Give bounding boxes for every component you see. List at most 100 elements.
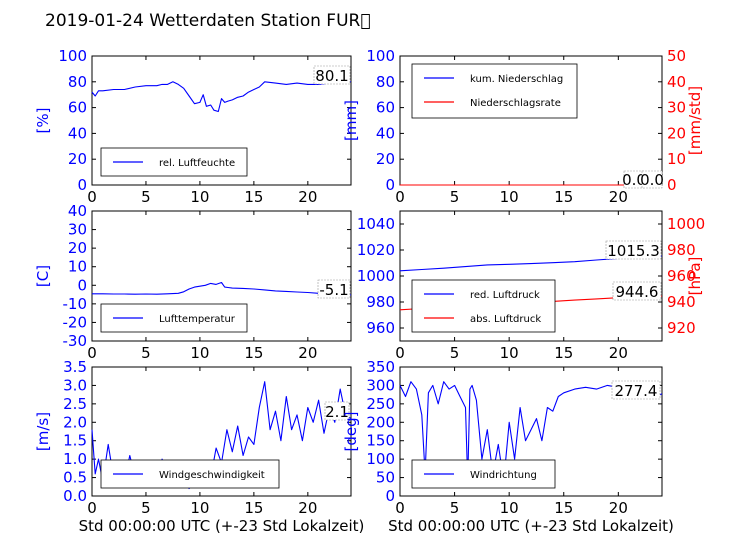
y-tick-label: 350 — [366, 358, 395, 376]
y-right-tick-label: 30 — [667, 99, 686, 117]
x-tick-label: 10 — [500, 344, 519, 362]
legend: red. Luftdruck abs. Luftdruck — [411, 279, 556, 333]
x-tick-label: 15 — [244, 188, 263, 206]
panel-humidity: 0 5 10 15 20 0 20 40 60 80 100 [%] rel. Luftfeuchte 8… — [34, 47, 352, 206]
y-tick-label: 0 — [77, 276, 87, 294]
legend-label: rel. Luftfeuchte — [159, 158, 235, 169]
x-tick-label: 20 — [298, 344, 317, 362]
x-tick-label: 15 — [244, 499, 263, 517]
y-tick-label: 20 — [68, 150, 87, 168]
plot-frame — [399, 366, 663, 497]
y-tick-label: -10 — [63, 295, 88, 313]
x-tick-label: 0 — [395, 499, 405, 517]
y-tick-label: 3.5 — [63, 358, 87, 376]
y-tick-label: 40 — [376, 124, 395, 142]
x-tick-label: 0 — [395, 344, 405, 362]
legend-box — [411, 279, 556, 333]
y-axis-label: [deg] — [342, 412, 360, 452]
legend: Lufttemperatur — [100, 303, 248, 333]
x-tick-label: 5 — [450, 344, 460, 362]
x-tick-label: 20 — [609, 188, 628, 206]
series-line-humidity-0 — [91, 81, 352, 113]
x-tick-label: 0 — [395, 188, 405, 206]
x-tick-label: 0 — [87, 499, 97, 517]
x-tick-label: 10 — [190, 344, 209, 362]
y-tick-label: 1.0 — [63, 450, 87, 468]
x-tick-label: 15 — [554, 499, 573, 517]
y-axis-label: [%] — [34, 108, 52, 134]
value-badge-box — [317, 279, 351, 299]
y-tick-label: 30 — [68, 221, 87, 239]
y-right-tick-label: 20 — [667, 124, 686, 142]
y-right-tick-label: 940 — [667, 293, 696, 311]
x-tick-label: 20 — [609, 344, 628, 362]
x-tick-label: 10 — [500, 499, 519, 517]
legend: kum. Niederschlag Niederschlagsrate — [411, 63, 578, 119]
y-tick-label: 3.0 — [63, 376, 87, 394]
x-tick-label: 20 — [298, 188, 317, 206]
y-right-tick-label: 1000 — [667, 215, 705, 233]
y-right-axis-label: [hPa] — [686, 257, 704, 296]
y-tick-label: 2.5 — [63, 395, 87, 413]
y-right-tick-label: 960 — [667, 267, 696, 285]
y-right-tick-label: 10 — [667, 150, 686, 168]
panel-precipitation: 0 5 10 15 20 0 20 40 60 80 100 0 10 20 30 40 50 [mm] [mm/s… — [342, 47, 704, 206]
value-badge: 944.6 — [616, 283, 659, 301]
y-tick-label: 60 — [376, 99, 395, 117]
y-tick-label: 0.0 — [63, 487, 87, 505]
x-axis-label: Std 00:00:00 UTC (+-23 Std Lokalzeit) — [388, 517, 674, 535]
y-tick-label: 0 — [385, 487, 395, 505]
y-tick-label: 1020 — [357, 241, 395, 259]
y-tick-label: 980 — [366, 293, 395, 311]
x-tick-label: 20 — [298, 499, 317, 517]
x-tick-label: 10 — [500, 188, 519, 206]
y-tick-label: 80 — [68, 73, 87, 91]
y-tick-label: 150 — [366, 432, 395, 450]
legend: rel. Luftfeuchte — [100, 147, 248, 177]
x-tick-label: 0 — [87, 344, 97, 362]
value-badge-box — [324, 401, 350, 421]
value-badge-box — [611, 380, 661, 400]
y-right-tick-label: 40 — [667, 73, 686, 91]
y-axis-label: [m/s] — [34, 412, 52, 451]
y-tick-label: -30 — [63, 332, 88, 350]
y-tick-label: 1040 — [357, 215, 395, 233]
legend-label: abs. Luftdruck — [470, 314, 541, 325]
y-tick-label: 100 — [366, 47, 395, 65]
x-tick-label: 0 — [87, 188, 97, 206]
value-badge: 1015.3 — [607, 242, 660, 260]
y-right-tick-label: 980 — [667, 241, 696, 259]
legend: Windrichtung — [411, 459, 556, 489]
value-badge-box — [605, 240, 662, 260]
panel-windspeed: 0 5 10 15 20 0.00.51.01.52.02.53.03.5 [m/s] Std… — [34, 358, 364, 535]
y-tick-label: 300 — [366, 376, 395, 394]
y-tick-label: 1000 — [357, 267, 395, 285]
x-tick-label: 5 — [450, 499, 460, 517]
y-right-tick-label: 50 — [667, 47, 686, 65]
value-badge: 0.0 — [622, 171, 646, 189]
y-tick-label: 100 — [58, 47, 87, 65]
value-badge: 2.1 — [325, 403, 349, 421]
plot-frame — [91, 210, 352, 342]
legend-label: red. Luftdruck — [470, 290, 540, 301]
legend-label: Windrichtung — [470, 470, 537, 481]
y-tick-label: 40 — [68, 124, 87, 142]
value-badge: -5.1 — [319, 281, 348, 299]
x-tick-label: 5 — [450, 188, 460, 206]
legend-box — [411, 63, 578, 119]
x-tick-label: 5 — [141, 344, 151, 362]
x-tick-label: 10 — [190, 188, 209, 206]
value-badge: 80.1 — [315, 67, 348, 85]
figure-title: 2019-01-24 Wetterdaten Station FUR  — [45, 11, 371, 31]
y-right-tick-label: 0 — [667, 176, 677, 194]
y-tick-label: 20 — [68, 239, 87, 257]
x-tick-label: 20 — [609, 499, 628, 517]
value-badge: 0.0 — [640, 171, 664, 189]
legend-label: Niederschlagsrate — [470, 98, 561, 109]
legend: Windgeschwindigkeit — [100, 459, 280, 489]
legend-label: Windgeschwindigkeit — [159, 470, 265, 481]
x-axis-label: Std 00:00:00 UTC (+-23 Std Lokalzeit) — [79, 517, 365, 535]
y-tick-label: 10 — [68, 258, 87, 276]
x-tick-label: 5 — [141, 188, 151, 206]
